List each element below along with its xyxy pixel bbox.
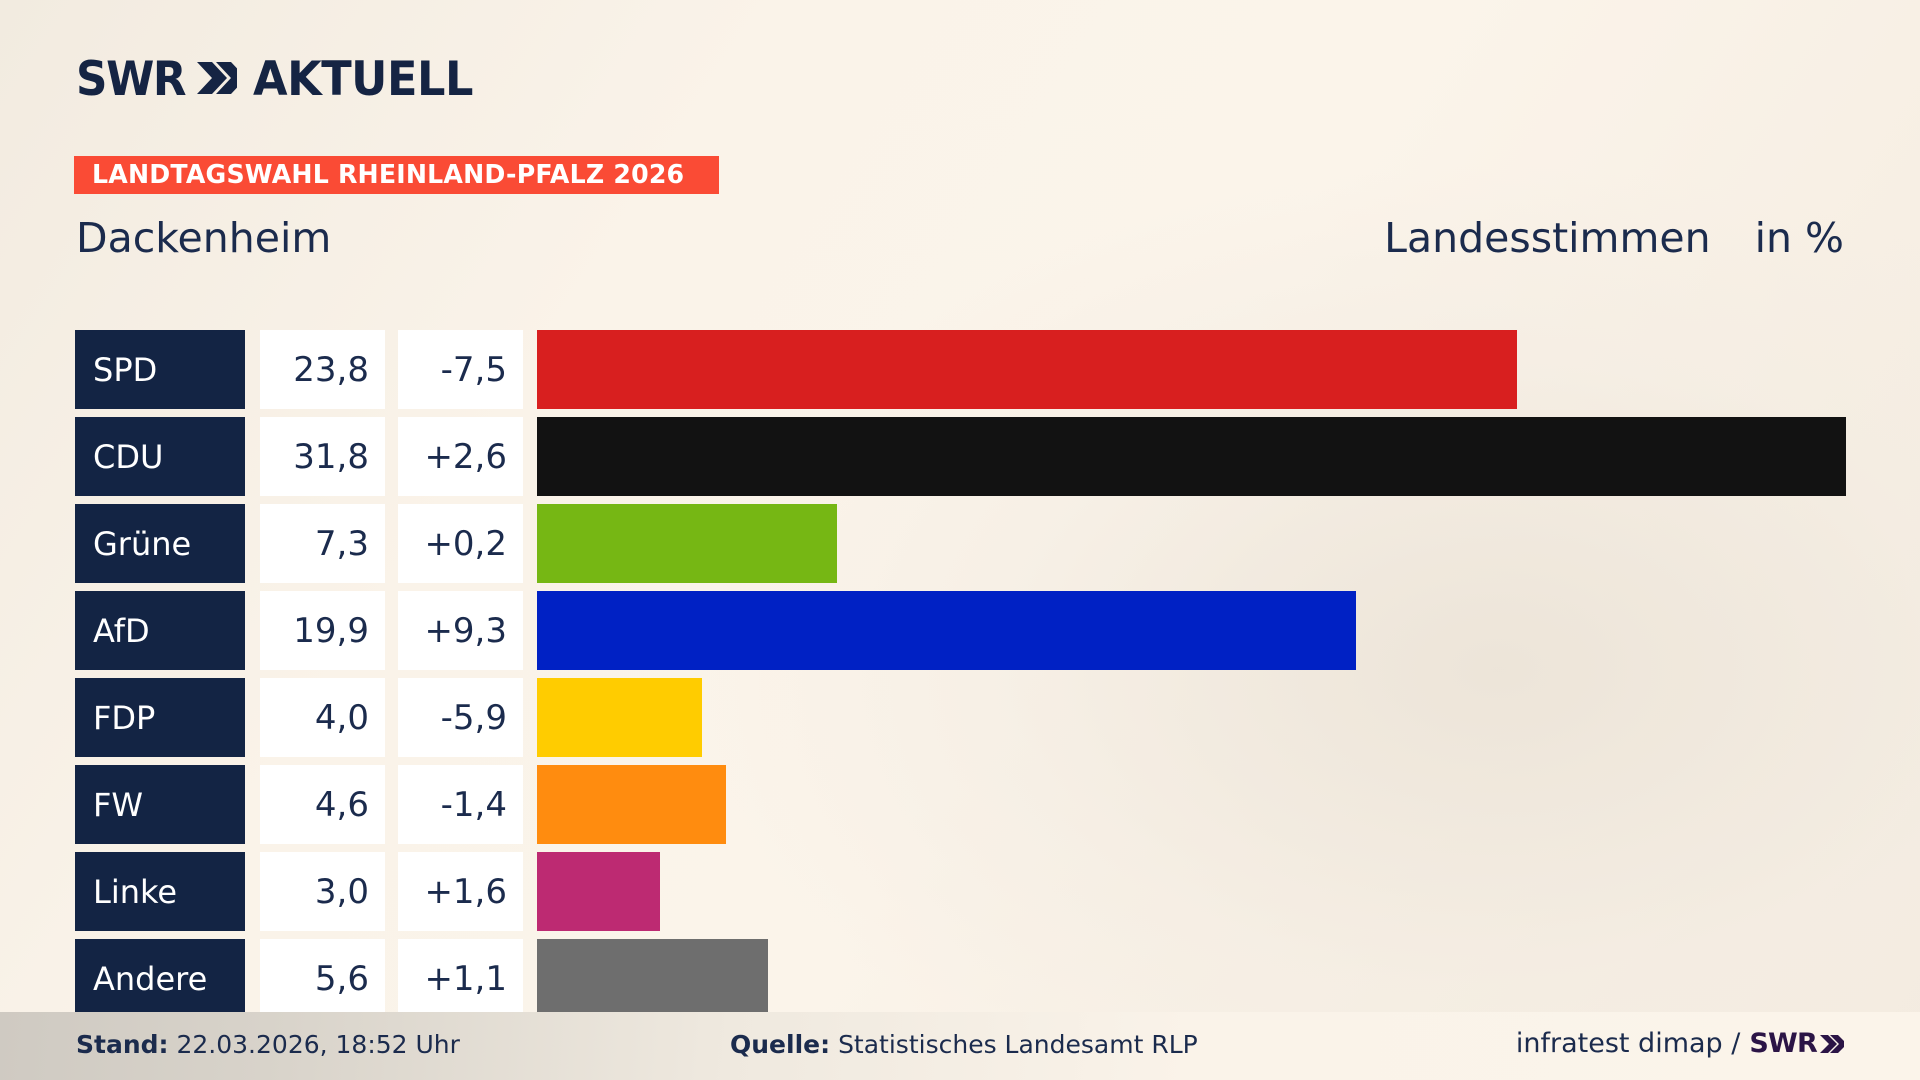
difference-value: -7,5: [440, 349, 507, 390]
result-value: 7,3: [314, 523, 369, 564]
result-value-cell: 23,8: [260, 330, 385, 409]
bar-track: [537, 330, 1517, 409]
bar-track: [537, 504, 837, 583]
difference-value: +1,1: [424, 958, 507, 999]
election-banner: LANDTAGSWAHL RHEINLAND-PFALZ 2026: [74, 156, 719, 194]
result-value: 23,8: [293, 349, 369, 390]
result-value-cell: 31,8: [260, 417, 385, 496]
party-label-cell: Grüne: [75, 504, 245, 583]
table-row: AfD 19,9 +9,3: [0, 591, 1920, 670]
difference-value-cell: +9,3: [398, 591, 523, 670]
source-info: Quelle: Statistisches Landesamt RLP: [730, 1030, 1198, 1059]
bar-track: [537, 765, 726, 844]
aktuell-wordmark: AKTUELL: [253, 52, 474, 107]
party-name: Andere: [93, 959, 208, 998]
party-name: Linke: [93, 872, 178, 911]
table-row: FDP 4,0 -5,9: [0, 678, 1920, 757]
result-value-cell: 4,0: [260, 678, 385, 757]
result-value: 4,0: [314, 697, 369, 738]
result-value: 19,9: [293, 610, 369, 651]
result-value-cell: 19,9: [260, 591, 385, 670]
party-label-cell: Andere: [75, 939, 245, 1018]
party-name: SPD: [93, 350, 158, 389]
difference-value-cell: +1,6: [398, 852, 523, 931]
difference-value: +1,6: [424, 871, 507, 912]
difference-value: +2,6: [424, 436, 507, 477]
difference-value-cell: +2,6: [398, 417, 523, 496]
bar-track: [537, 678, 702, 757]
result-value-cell: 4,6: [260, 765, 385, 844]
table-row: CDU 31,8 +2,6: [0, 417, 1920, 496]
result-bar: [537, 591, 1356, 670]
place-name: Dackenheim: [76, 214, 332, 262]
table-row: FW 4,6 -1,4: [0, 765, 1920, 844]
stand-value: 22.03.2026, 18:52 Uhr: [176, 1030, 460, 1059]
difference-value-cell: +1,1: [398, 939, 523, 1018]
result-bar: [537, 939, 768, 1018]
subheader: Dackenheim Landesstimmen in %: [76, 218, 1844, 259]
quelle-value: Statistisches Landesamt RLP: [838, 1030, 1198, 1059]
double-chevron-right-icon: [1819, 1034, 1844, 1054]
result-bar: [537, 678, 702, 757]
credit-text: infratest dimap /: [1515, 1028, 1741, 1059]
difference-value: +9,3: [424, 610, 507, 651]
vote-type-label: Landesstimmen: [1384, 214, 1711, 262]
swr-aktuell-logo: SWR AKTUELL: [76, 56, 485, 103]
difference-value-cell: -1,4: [398, 765, 523, 844]
result-value: 3,0: [314, 871, 369, 912]
bar-track: [537, 591, 1356, 670]
party-name: FW: [93, 785, 144, 824]
bar-track: [537, 852, 660, 931]
subheader-right: Landesstimmen in %: [1384, 218, 1844, 259]
footer-bar: Stand: 22.03.2026, 18:52 Uhr Quelle: Sta…: [0, 1012, 1920, 1080]
party-label-cell: FDP: [75, 678, 245, 757]
party-name: AfD: [93, 611, 150, 650]
table-row: Andere 5,6 +1,1: [0, 939, 1920, 1018]
result-bar: [537, 504, 837, 583]
party-label-cell: FW: [75, 765, 245, 844]
result-value: 31,8: [293, 436, 369, 477]
party-label-cell: CDU: [75, 417, 245, 496]
stand-info: Stand: 22.03.2026, 18:52 Uhr: [76, 1030, 460, 1059]
quelle-label: Quelle:: [730, 1030, 831, 1059]
difference-value: -5,9: [440, 697, 507, 738]
result-bar: [537, 417, 1846, 496]
difference-value: -1,4: [440, 784, 507, 825]
difference-value-cell: -5,9: [398, 678, 523, 757]
party-label-cell: SPD: [75, 330, 245, 409]
credit-info: infratest dimap / SWR: [1516, 1028, 1844, 1059]
unit-label: in %: [1754, 214, 1844, 262]
party-name: FDP: [93, 698, 156, 737]
double-chevron-right-icon: [195, 61, 247, 98]
result-value: 4,6: [314, 784, 369, 825]
results-table: SPD 23,8 -7,5 CDU 31,8 +2,6 Grüne 7,3 +0,2 AfD 19,…: [0, 330, 1920, 1026]
difference-value-cell: -7,5: [398, 330, 523, 409]
result-value-cell: 5,6: [260, 939, 385, 1018]
result-bar: [537, 852, 660, 931]
swr-mini-wordmark: SWR: [1749, 1028, 1817, 1059]
bar-track: [537, 417, 1846, 496]
party-name: CDU: [93, 437, 164, 476]
bar-track: [537, 939, 768, 1018]
election-banner-text: LANDTAGSWAHL RHEINLAND-PFALZ 2026: [92, 160, 685, 190]
result-bar: [537, 765, 726, 844]
table-row: SPD 23,8 -7,5: [0, 330, 1920, 409]
party-label-cell: AfD: [75, 591, 245, 670]
result-bar: [537, 330, 1517, 409]
swr-mini-logo: SWR: [1749, 1028, 1844, 1059]
result-value-cell: 3,0: [260, 852, 385, 931]
party-name: Grüne: [93, 524, 192, 563]
swr-wordmark: SWR: [76, 52, 187, 107]
table-row: Grüne 7,3 +0,2: [0, 504, 1920, 583]
party-label-cell: Linke: [75, 852, 245, 931]
difference-value-cell: +0,2: [398, 504, 523, 583]
table-row: Linke 3,0 +1,6: [0, 852, 1920, 931]
result-value-cell: 7,3: [260, 504, 385, 583]
difference-value: +0,2: [424, 523, 507, 564]
result-value: 5,6: [314, 958, 369, 999]
stand-label: Stand:: [76, 1030, 169, 1059]
